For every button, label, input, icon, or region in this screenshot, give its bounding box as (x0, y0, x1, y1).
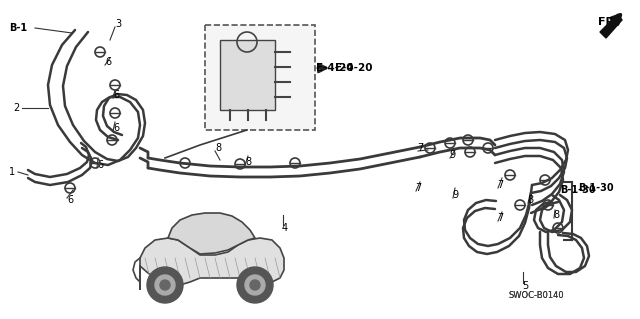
Text: B-1: B-1 (9, 23, 27, 33)
Text: 8: 8 (215, 143, 221, 153)
Polygon shape (600, 14, 622, 38)
Text: 7: 7 (415, 183, 421, 193)
Text: SWOC-B0140: SWOC-B0140 (508, 291, 564, 300)
Bar (220, 40, 275, 110)
Text: 5: 5 (522, 281, 528, 291)
Text: 7: 7 (417, 143, 423, 153)
Text: 6: 6 (105, 57, 111, 67)
Text: B-1-30: B-1-30 (578, 183, 614, 193)
Text: 6: 6 (113, 90, 119, 100)
Text: SWOC-B0140: SWOC-B0140 (508, 291, 564, 300)
Circle shape (250, 280, 260, 290)
Circle shape (160, 280, 170, 290)
Text: 8: 8 (553, 210, 559, 220)
Text: 9: 9 (449, 150, 455, 160)
Text: 8: 8 (527, 195, 533, 205)
Text: FR.: FR. (598, 17, 618, 27)
Circle shape (237, 267, 273, 303)
Text: E-4-20: E-4-20 (316, 63, 354, 73)
Text: 7: 7 (497, 180, 503, 190)
Text: 4: 4 (282, 223, 288, 233)
Text: E-4-20: E-4-20 (335, 63, 372, 73)
Text: 8: 8 (245, 157, 251, 167)
Text: 6: 6 (97, 160, 103, 170)
Bar (205, 25, 315, 130)
Circle shape (245, 275, 265, 295)
Circle shape (147, 267, 183, 303)
Text: B-1-30: B-1-30 (560, 185, 596, 195)
Text: 2: 2 (13, 103, 19, 113)
Polygon shape (140, 238, 284, 290)
Text: 6: 6 (113, 123, 119, 133)
Text: 9: 9 (452, 190, 458, 200)
Text: 6: 6 (67, 195, 73, 205)
Text: 3: 3 (115, 19, 121, 29)
Text: 1: 1 (9, 167, 15, 177)
Circle shape (155, 275, 175, 295)
Polygon shape (168, 213, 255, 254)
Text: 7: 7 (497, 213, 503, 223)
